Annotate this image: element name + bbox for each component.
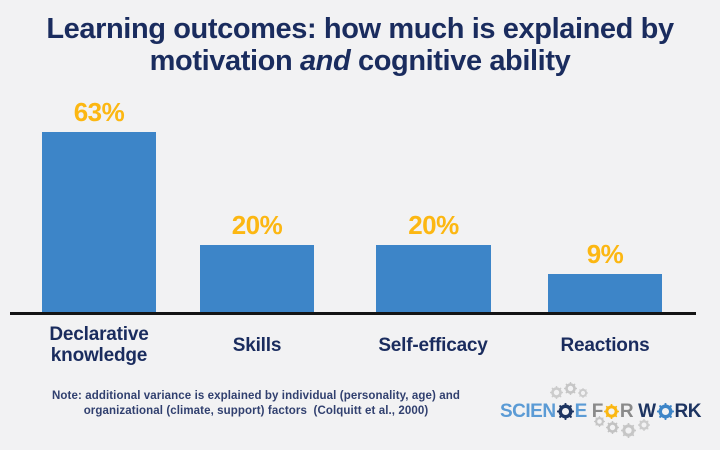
- x-axis-line: [10, 312, 696, 315]
- footnote-line2: organizational (climate, support) factor…: [83, 404, 429, 417]
- gear-icon: [621, 423, 636, 438]
- category-label-skills: Skills: [232, 334, 282, 356]
- value-label-declarative-knowledge: 63%: [73, 97, 125, 127]
- gear-icon: [550, 386, 563, 399]
- title-italic-word: and: [299, 45, 351, 78]
- logo-wordmark: SCIEN E F R W RK: [500, 401, 702, 422]
- footnote-line1: Note: additional variance is explained b…: [52, 390, 460, 402]
- gear-icon: [564, 382, 577, 395]
- title-line2: motivation and cognitive ability: [149, 45, 571, 78]
- logo-text-w: W: [638, 401, 656, 422]
- value-label-skills: 20%: [231, 210, 283, 240]
- gear-letter-c-icon: [557, 403, 574, 420]
- chart-title: Learning outcomes: how much is explained…: [0, 13, 720, 78]
- logo-text-rk: RK: [674, 401, 702, 422]
- logo-text-f: F: [591, 401, 604, 422]
- gear-letter-o-icon: [657, 403, 674, 420]
- value-label-reactions: 9%: [586, 239, 624, 269]
- gear-letter-o-icon: [604, 404, 619, 419]
- logo-text-e: E: [574, 401, 588, 422]
- gear-icon: [578, 388, 588, 398]
- category-label-self-efficacy: Self-efficacy: [378, 334, 488, 356]
- logo-text-r: R: [619, 401, 634, 422]
- category-label-reactions: Reactions: [560, 334, 650, 356]
- bar-skills: [200, 245, 314, 313]
- category-label-declarative-knowledge: Declarative knowledge: [49, 324, 149, 366]
- value-label-self-efficacy: 20%: [408, 210, 459, 240]
- bar-reactions: [548, 274, 662, 313]
- scienceforwork-logo: SCIEN E F R W RK: [498, 386, 704, 444]
- gear-icon: [606, 421, 619, 434]
- footnote: Note: additional variance is explained b…: [38, 389, 474, 419]
- bar-declarative-knowledge: [42, 132, 156, 313]
- logo-text-scien: SCIEN: [500, 401, 556, 422]
- title-line1: Learning outcomes: how much is explained…: [46, 13, 674, 45]
- bar-self-efficacy: [376, 245, 491, 313]
